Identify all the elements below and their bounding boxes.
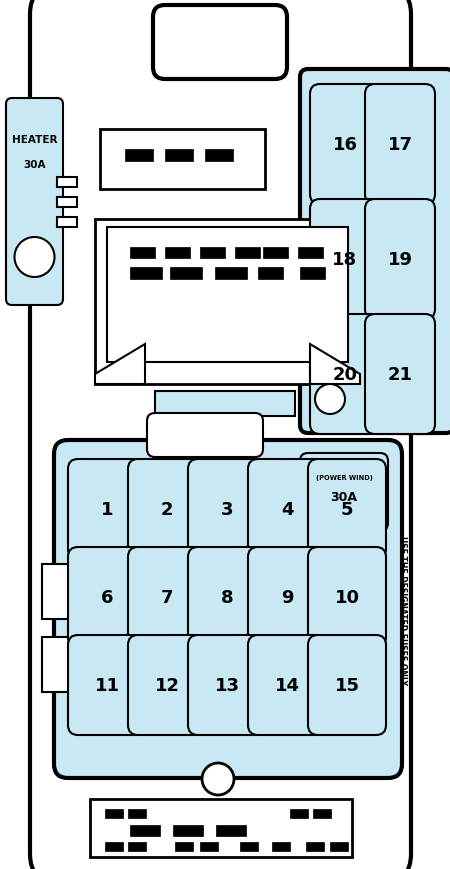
Text: 4: 4 — [281, 501, 293, 519]
FancyBboxPatch shape — [188, 635, 266, 735]
Bar — [200, 842, 218, 851]
Text: 19: 19 — [387, 251, 413, 269]
FancyBboxPatch shape — [68, 547, 146, 647]
Bar — [173, 825, 203, 836]
Text: 16: 16 — [333, 136, 357, 154]
Text: 12: 12 — [154, 676, 180, 694]
FancyBboxPatch shape — [147, 414, 263, 457]
Text: 3: 3 — [221, 501, 233, 519]
Bar — [170, 268, 202, 280]
FancyBboxPatch shape — [248, 460, 326, 560]
Text: 30A: 30A — [330, 491, 357, 504]
Bar — [215, 268, 247, 280]
Text: 8: 8 — [220, 588, 233, 607]
FancyBboxPatch shape — [30, 0, 411, 869]
Bar — [240, 842, 258, 851]
FancyBboxPatch shape — [365, 85, 435, 205]
Text: 5: 5 — [341, 501, 353, 519]
Bar — [42, 564, 70, 620]
FancyBboxPatch shape — [300, 70, 450, 434]
Text: 13: 13 — [215, 676, 239, 694]
Text: 18: 18 — [333, 251, 358, 269]
Polygon shape — [310, 345, 360, 385]
Bar — [128, 809, 146, 818]
Bar — [125, 149, 153, 162]
Text: HEATER: HEATER — [12, 135, 57, 145]
FancyBboxPatch shape — [308, 460, 386, 560]
FancyBboxPatch shape — [188, 547, 266, 647]
Bar — [155, 392, 295, 416]
Bar — [100, 129, 265, 189]
Bar — [165, 248, 190, 259]
Text: 20: 20 — [333, 366, 357, 383]
Bar — [130, 248, 155, 259]
Text: USE THE DESIGNATED FUSES ONLY: USE THE DESIGNATED FUSES ONLY — [397, 535, 406, 684]
Bar — [290, 809, 308, 818]
Text: 30A: 30A — [23, 160, 46, 169]
FancyBboxPatch shape — [365, 200, 435, 320]
Bar — [107, 228, 348, 362]
Bar — [306, 842, 324, 851]
FancyBboxPatch shape — [248, 635, 326, 735]
FancyBboxPatch shape — [68, 635, 146, 735]
FancyBboxPatch shape — [300, 454, 388, 531]
Bar — [105, 842, 123, 851]
FancyBboxPatch shape — [308, 635, 386, 735]
Bar — [235, 248, 260, 259]
Text: 15: 15 — [334, 676, 360, 694]
FancyBboxPatch shape — [153, 6, 287, 80]
FancyBboxPatch shape — [365, 315, 435, 434]
Bar — [105, 809, 123, 818]
FancyBboxPatch shape — [188, 460, 266, 560]
Bar — [200, 248, 225, 259]
Text: 14: 14 — [274, 676, 300, 694]
Bar — [175, 842, 193, 851]
Bar — [258, 268, 283, 280]
Text: 21: 21 — [387, 366, 413, 383]
Bar — [216, 825, 246, 836]
Circle shape — [315, 385, 345, 415]
Text: 17: 17 — [387, 136, 413, 154]
Bar — [298, 248, 323, 259]
Text: 10: 10 — [334, 588, 360, 607]
Bar — [263, 248, 288, 259]
FancyBboxPatch shape — [310, 200, 380, 320]
FancyBboxPatch shape — [310, 85, 380, 205]
Bar — [90, 799, 352, 857]
FancyBboxPatch shape — [54, 441, 402, 778]
Text: 11: 11 — [94, 676, 120, 694]
Text: 6: 6 — [101, 588, 113, 607]
FancyBboxPatch shape — [128, 635, 206, 735]
FancyBboxPatch shape — [68, 460, 146, 560]
FancyBboxPatch shape — [248, 547, 326, 647]
Bar — [130, 825, 160, 836]
Text: 9: 9 — [281, 588, 293, 607]
Polygon shape — [95, 345, 145, 385]
Bar — [330, 842, 348, 851]
FancyBboxPatch shape — [128, 460, 206, 560]
Bar — [57, 198, 77, 208]
Bar — [205, 149, 233, 162]
Text: 2: 2 — [161, 501, 173, 519]
Text: 1: 1 — [101, 501, 113, 519]
Bar — [165, 149, 193, 162]
FancyBboxPatch shape — [308, 547, 386, 647]
Bar — [130, 268, 162, 280]
Bar — [57, 178, 77, 188]
Circle shape — [202, 763, 234, 795]
Bar — [272, 842, 290, 851]
FancyBboxPatch shape — [128, 547, 206, 647]
Bar — [57, 218, 77, 228]
Bar — [300, 268, 325, 280]
Bar — [313, 809, 331, 818]
FancyBboxPatch shape — [6, 99, 63, 306]
Text: 7: 7 — [161, 588, 173, 607]
Bar — [95, 220, 360, 385]
Text: (POWER WIND): (POWER WIND) — [315, 474, 373, 481]
FancyBboxPatch shape — [310, 315, 380, 434]
Bar — [128, 842, 146, 851]
Bar — [42, 637, 70, 693]
Circle shape — [14, 238, 54, 278]
